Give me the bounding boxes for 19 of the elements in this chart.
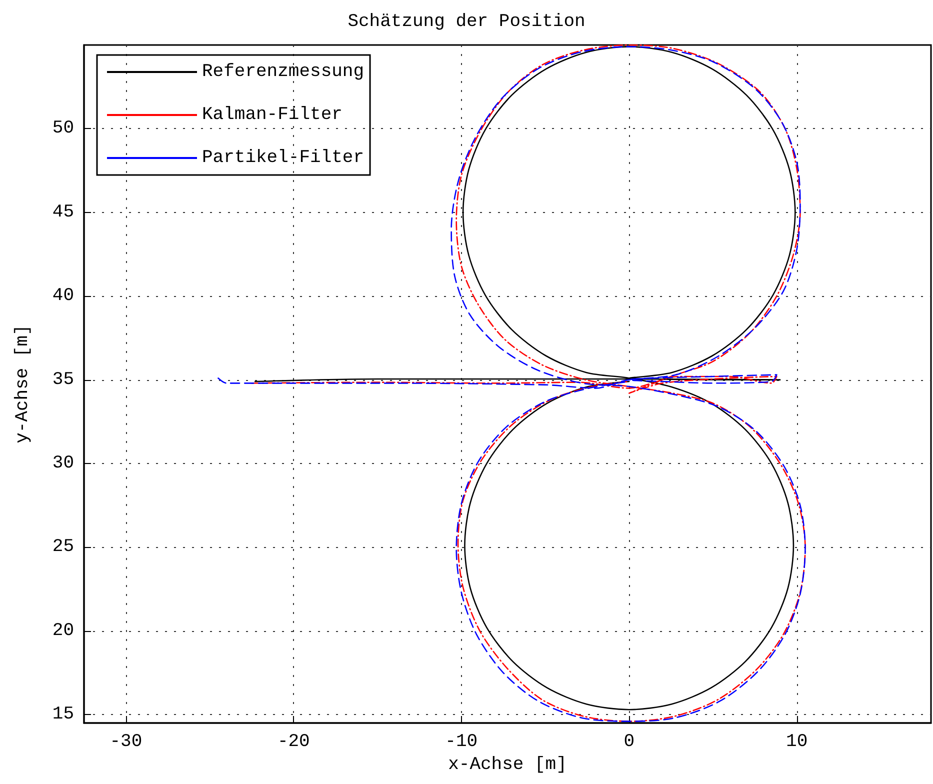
y-tick-label: 15: [52, 704, 74, 725]
x-tick-label: -20: [277, 732, 310, 752]
y-tick-label: 50: [52, 118, 74, 139]
x-axis-title: x-Achse [m]: [448, 754, 567, 775]
y-tick-label: 25: [52, 537, 74, 558]
y-tick-label: 40: [52, 286, 74, 306]
y-tick-label: 30: [52, 454, 74, 474]
x-tick-label: -30: [110, 732, 142, 752]
y-tick-label: 20: [52, 620, 74, 641]
x-tick-label: 10: [786, 732, 808, 752]
x-tick-label: -10: [445, 732, 478, 752]
legend-label: Kalman-Filter: [202, 105, 342, 125]
legend-label: Referenzmessung: [202, 62, 364, 82]
x-tick-label: 0: [624, 732, 635, 752]
legend-label: Partikel-Filter: [202, 148, 364, 168]
y-tick-label: 45: [52, 202, 74, 222]
y-axis-title: y-Achse [m]: [13, 324, 33, 444]
y-tick-label: 35: [52, 370, 74, 390]
chart-title: Schätzung der Position: [348, 12, 586, 32]
